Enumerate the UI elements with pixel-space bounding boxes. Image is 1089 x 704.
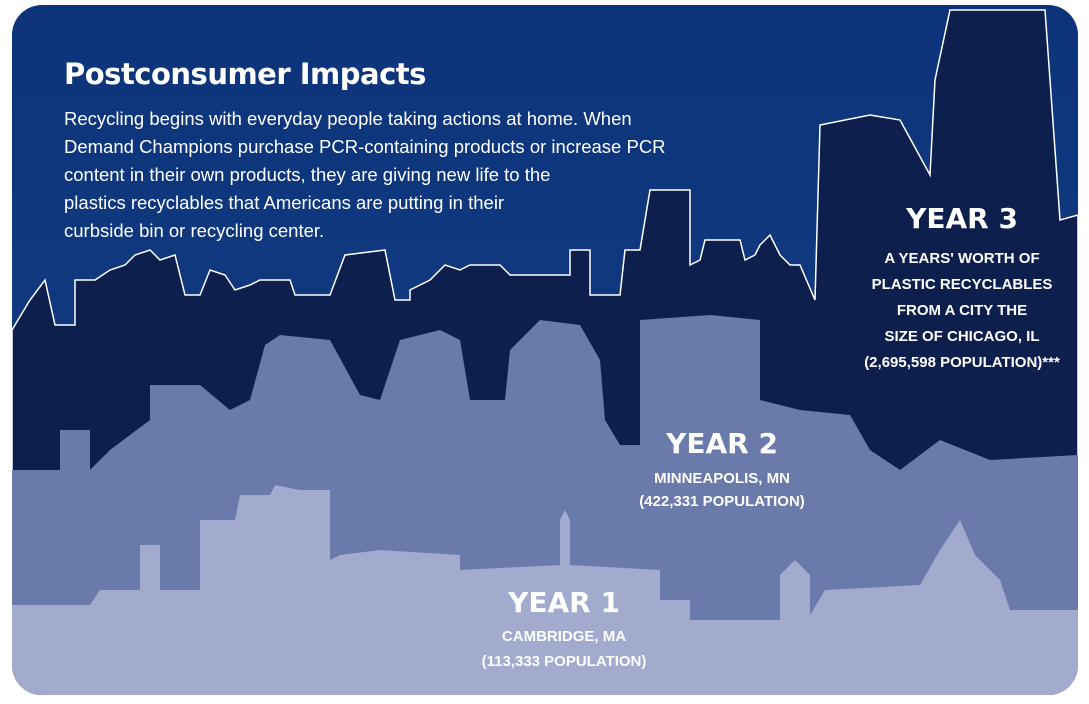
year-detail: A YEARS' WORTH OF: [884, 250, 1039, 267]
title: Postconsumer Impacts: [64, 57, 426, 91]
year-detail: (422,331 POPULATION): [639, 493, 805, 510]
year-detail: SIZE OF CHICAGO, IL: [884, 328, 1039, 345]
page: Postconsumer Impacts Recycling begins wi…: [0, 0, 1089, 704]
year-heading: YEAR 2: [665, 427, 778, 460]
year-detail: FROM A CITY THE: [897, 302, 1027, 319]
intro-line: Demand Champions purchase PCR-containing…: [64, 136, 666, 157]
year-detail: (113,333 POPULATION): [482, 653, 647, 670]
infographic: Postconsumer Impacts Recycling begins wi…: [0, 0, 1089, 704]
year-detail: CAMBRIDGE, MA: [502, 628, 626, 645]
year-detail: (2,695,598 POPULATION)***: [864, 354, 1060, 371]
intro-line: content in their own products, they are …: [64, 164, 550, 185]
year-detail: MINNEAPOLIS, MN: [654, 470, 790, 487]
year-heading: YEAR 1: [507, 586, 620, 619]
intro-line: curbside bin or recycling center.: [64, 220, 324, 241]
intro-line: Recycling begins with everyday people ta…: [64, 108, 632, 129]
intro-line: plastics recyclables that Americans are …: [64, 192, 504, 213]
year-detail: PLASTIC RECYCLABLES: [872, 276, 1053, 293]
year-heading: YEAR 3: [905, 202, 1018, 235]
